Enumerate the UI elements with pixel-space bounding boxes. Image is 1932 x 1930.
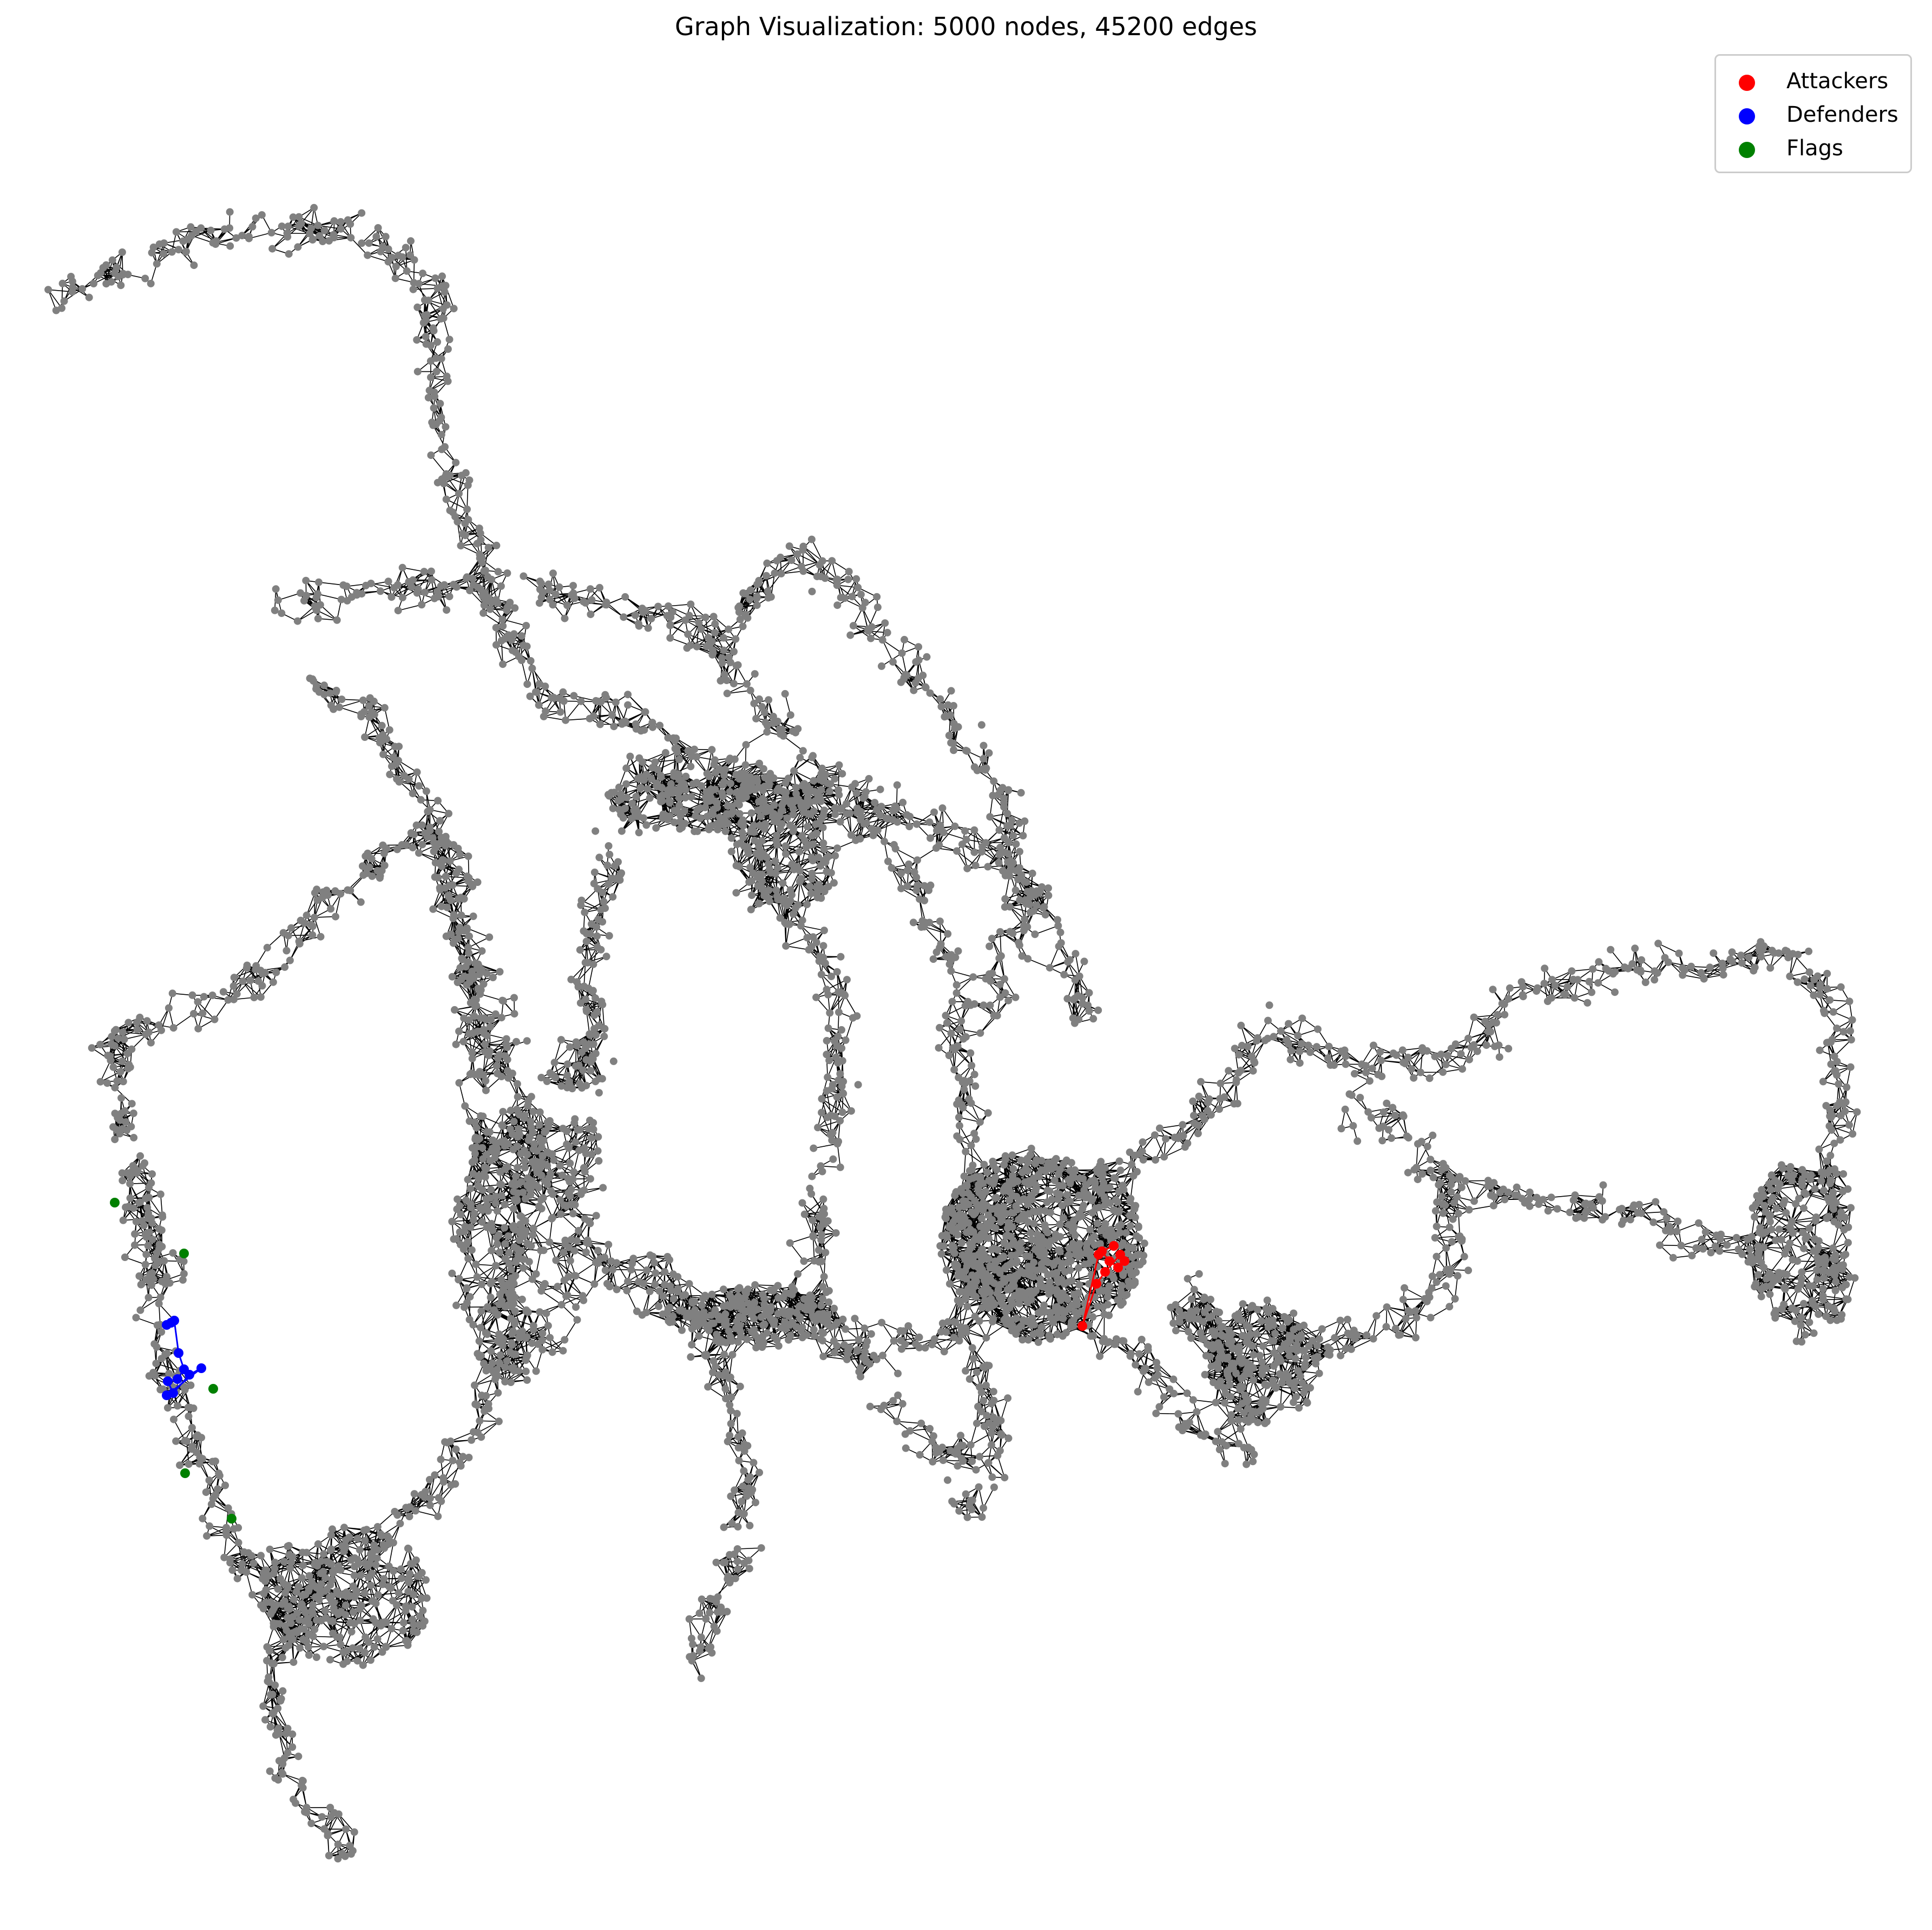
special-nodes <box>110 1198 1129 1524</box>
legend-item-attackers: Attackers <box>1716 67 1910 99</box>
attacker-node <box>1109 1241 1119 1251</box>
flag-node <box>227 1514 236 1524</box>
special-edge <box>1081 1254 1100 1327</box>
legend-label: Defenders <box>1786 102 1898 127</box>
legend-label: Flags <box>1786 136 1843 161</box>
flag-node <box>110 1198 120 1207</box>
legend: Attackers Defenders Flags <box>1714 54 1912 173</box>
defender-node <box>196 1363 206 1373</box>
attacker-node <box>1092 1279 1101 1289</box>
defender-node <box>173 1374 182 1384</box>
figure-title: Graph Visualization: 5000 nodes, 45200 e… <box>674 12 1257 41</box>
defender-node <box>174 1348 183 1358</box>
legend-item-defenders: Defenders <box>1716 100 1910 133</box>
graph-nodes <box>44 203 1861 1863</box>
flag-node <box>180 1468 190 1478</box>
attacker-node <box>1115 1250 1125 1259</box>
node-dots <box>44 203 1861 1863</box>
defender-node <box>162 1390 172 1400</box>
attacker-node <box>1113 1263 1123 1272</box>
flag-node <box>179 1249 189 1258</box>
flag-node <box>208 1384 218 1394</box>
legend-label: Attackers <box>1786 69 1889 94</box>
special-edge <box>173 1320 180 1354</box>
attacker-node <box>1100 1267 1110 1277</box>
attacker-node <box>1105 1256 1114 1266</box>
defender-node <box>163 1376 173 1386</box>
legend-item-flags: Flags <box>1716 134 1910 166</box>
legend-marker-flags <box>1739 142 1755 158</box>
legend-marker-defenders <box>1739 108 1755 124</box>
attacker-node <box>1094 1250 1103 1259</box>
defender-node <box>169 1316 179 1325</box>
attacker-node <box>1077 1321 1087 1331</box>
legend-marker-attackers <box>1739 75 1755 91</box>
defender-node <box>185 1370 194 1380</box>
